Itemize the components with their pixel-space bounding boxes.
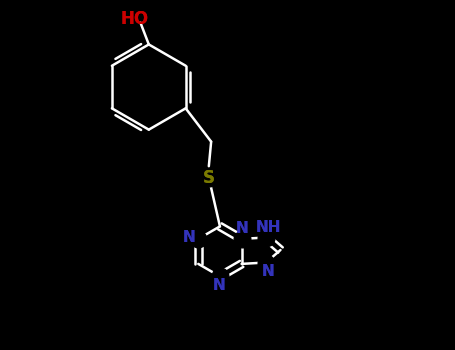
Text: N: N (182, 230, 195, 245)
Text: NH: NH (256, 220, 281, 235)
Text: S: S (203, 169, 215, 187)
Text: N: N (182, 230, 195, 245)
Text: N: N (262, 264, 275, 279)
Text: S: S (203, 169, 215, 187)
Text: N: N (212, 278, 225, 293)
Text: N: N (212, 278, 225, 293)
Text: N: N (236, 221, 248, 236)
Text: HO: HO (121, 10, 149, 28)
Text: N: N (262, 264, 275, 279)
Text: N: N (236, 221, 248, 236)
Text: HO: HO (121, 10, 149, 28)
Text: NH: NH (256, 220, 281, 235)
